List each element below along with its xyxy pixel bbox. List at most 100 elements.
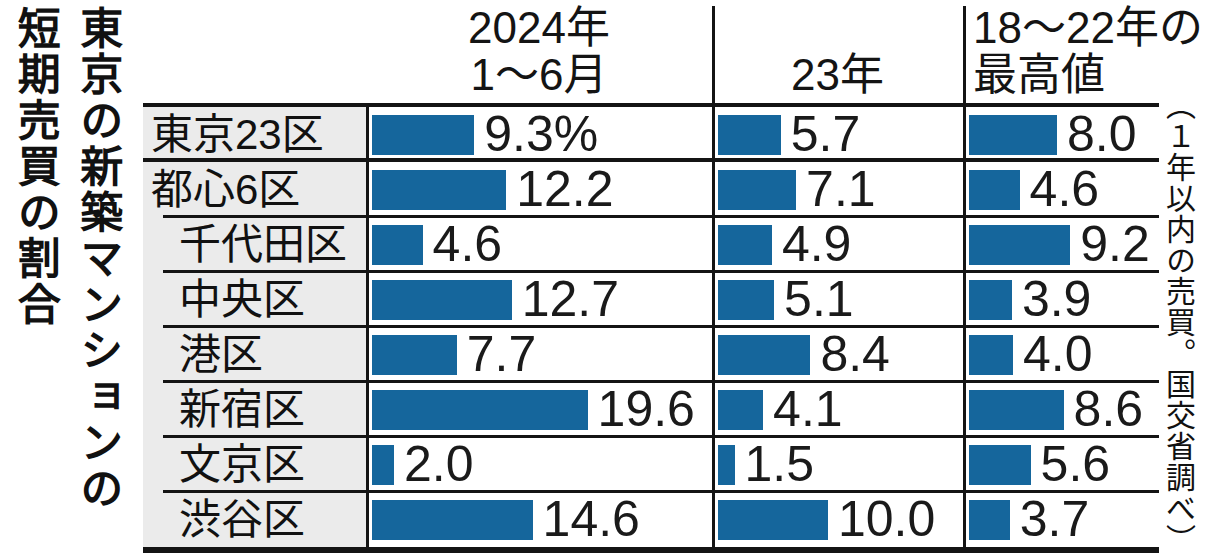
table-row-tokyo23: 東京23区 9.3% 5.7 8.0 [143,107,1159,162]
bar [372,170,506,210]
row-separator [163,490,1159,493]
value-label: 7.7 [467,327,537,382]
value-label: 9.2 [1080,217,1150,272]
cell-2023: 5.1 [712,272,963,327]
value-label: 3.7 [1020,492,1090,547]
column-header-2023: 23年 [712,0,963,100]
table-row-minato: 港区 7.7 8.4 4.0 [143,327,1159,382]
cell-2023: 7.1 [712,162,963,217]
bar [969,170,1020,210]
cell-1822: 8.6 [963,382,1159,437]
bar [372,225,423,265]
value-label: 9.3% [484,107,598,162]
cell-1822: 4.0 [963,327,1159,382]
cell-2023: 4.9 [712,217,963,272]
news-chart: 東京の新築マンションの 短期売買の割合 2024年 1〜6月 23年 18〜22… [0,0,1220,560]
value-label: 5.6 [1041,437,1111,492]
row-label: 新宿区 [143,382,366,437]
row-label: 渋谷区 [143,492,366,547]
value-label: 4.6 [1030,162,1100,217]
bar [372,280,512,320]
value-label: 12.7 [522,272,619,327]
bar [718,500,828,540]
row-separator [163,270,1159,273]
table-row-chiyoda: 千代田区 4.6 4.9 9.2 [143,217,1159,272]
bar [718,170,796,210]
column-header-1822-max-line1: 18〜22年の [973,4,1203,51]
data-table: 2024年 1〜6月 23年 18〜22年の 最高値 東京23区 9.3% [143,0,1159,553]
value-label: 8.0 [1067,107,1137,162]
bar [969,335,1013,375]
row-label: 千代田区 [143,217,366,272]
value-label: 1.5 [745,437,815,492]
value-label: 10.0 [838,492,935,547]
bar [718,390,763,430]
table-bottom-border [143,547,1159,553]
cell-2024: 9.3% [366,107,712,162]
cell-1822: 3.9 [963,272,1159,327]
bar [372,335,457,375]
cell-2024: 2.0 [366,437,712,492]
table-row-toshin6: 都心6区 12.2 7.1 4.6 [143,162,1159,217]
cell-2024: 14.6 [366,492,712,547]
source-note: （１年以内の売買。国交省調べ） [1162,90,1195,555]
bar [718,335,810,375]
table-body: 東京23区 9.3% 5.7 8.0 都心6区 [143,107,1159,547]
table-row-bunkyo: 文京区 2.0 1.5 5.6 [143,437,1159,492]
cell-1822: 9.2 [963,217,1159,272]
bar [372,115,474,155]
column-header-2024-line1: 2024年 [468,4,610,51]
cell-2024: 19.6 [366,382,712,437]
row-label: 港区 [143,327,366,382]
value-label: 3.9 [1022,272,1092,327]
cell-1822: 4.6 [963,162,1159,217]
row-separator [163,380,1159,383]
cell-2024: 12.7 [366,272,712,327]
row-separator [163,325,1159,328]
value-label: 8.6 [1074,382,1144,437]
value-label: 14.6 [543,492,640,547]
cell-2024: 4.6 [366,217,712,272]
row-separator [143,158,1159,162]
table-row-chuo: 中央区 12.7 5.1 3.9 [143,272,1159,327]
cell-1822: 5.6 [963,437,1159,492]
value-label: 4.1 [773,382,843,437]
column-header-1822-max-line2: 最高値 [973,51,1105,98]
value-label: 2.0 [404,437,474,492]
bar [969,280,1012,320]
cell-2023: 8.4 [712,327,963,382]
column-header-2023-line2: 23年 [791,51,884,98]
table-row-shinjuku: 新宿区 19.6 4.1 8.6 [143,382,1159,437]
value-label: 5.7 [791,107,861,162]
cell-2023: 5.7 [712,107,963,162]
row-separator [163,215,1159,218]
bar [372,500,533,540]
value-label: 7.1 [806,162,876,217]
bar [969,225,1070,265]
bar [718,225,772,265]
value-label: 4.6 [433,217,503,272]
chart-title-line2: 短期売買の割合 [4,6,66,558]
cell-2023: 10.0 [712,492,963,547]
bar [969,115,1057,155]
row-label: 文京区 [143,437,366,492]
chart-title-line1: 東京の新築マンションの [66,6,128,558]
cell-2024: 12.2 [366,162,712,217]
bar [718,445,735,485]
bar [372,390,588,430]
row-label: 都心6区 [143,162,366,217]
column-header-2024: 2024年 1〜6月 [366,0,712,100]
row-separator [163,435,1159,438]
cell-1822: 3.7 [963,492,1159,547]
cell-2023: 4.1 [712,382,963,437]
bar [969,390,1064,430]
bar [718,115,781,155]
value-label: 5.1 [784,272,854,327]
row-label: 中央区 [143,272,366,327]
column-header-2024-line2: 1〜6月 [471,51,608,98]
table-row-shibuya: 渋谷区 14.6 10.0 3.7 [143,492,1159,547]
bar [969,500,1010,540]
column-header-1822-max: 18〜22年の 最高値 [963,0,1159,100]
value-label: 8.4 [820,327,890,382]
bar [372,445,394,485]
